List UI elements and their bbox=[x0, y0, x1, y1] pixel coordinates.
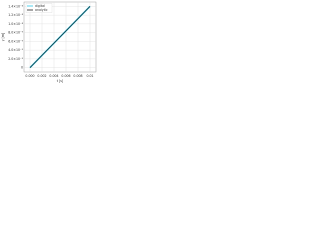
chart: t [s] y [m] 0 2.0×10⁻⁹ 4.0×10⁻⁹ 6.0×10⁻⁹ 8.0… bbox=[1, 1, 97, 83]
series-line bbox=[29, 6, 91, 68]
x-tick-label: 0.006 bbox=[61, 74, 70, 78]
legend-box bbox=[25, 3, 53, 13]
legend-label: digital bbox=[35, 4, 45, 8]
x-tick-label: 0.01 bbox=[86, 74, 93, 78]
x-axis-label: t [s] bbox=[57, 79, 63, 83]
x-tick-label: 0.004 bbox=[49, 74, 58, 78]
legend-label: analytic bbox=[35, 8, 48, 12]
page: {"chart_data": {"type": "line", "x_label… bbox=[0, 0, 100, 85]
y-tick-label: 1.0×10⁻⁸ bbox=[8, 22, 23, 26]
y-axis-label: y [m] bbox=[1, 33, 5, 42]
y-tick-label: 1.4×10⁻⁸ bbox=[8, 4, 23, 8]
y-tick-label: 2.0×10⁻⁹ bbox=[8, 57, 23, 61]
y-tick-label: 1.2×10⁻⁸ bbox=[8, 13, 23, 17]
x-tick-label: 0.008 bbox=[73, 74, 82, 78]
x-tick-label: 0.002 bbox=[37, 74, 46, 78]
y-tick-label: 8.0×10⁻⁹ bbox=[8, 31, 23, 35]
y-tick-label: 0 bbox=[21, 66, 23, 70]
x-tick-label: 0.000 bbox=[25, 74, 34, 78]
y-tick-label: 4.0×10⁻⁹ bbox=[8, 48, 23, 52]
y-tick-label: 6.0×10⁻⁹ bbox=[8, 39, 23, 43]
